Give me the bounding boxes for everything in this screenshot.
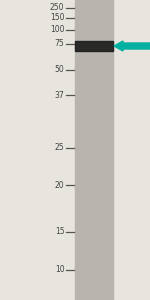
Text: 150: 150 <box>50 14 64 22</box>
Bar <box>75 0 112 300</box>
FancyArrow shape <box>114 41 150 51</box>
Text: 10: 10 <box>55 266 64 274</box>
Bar <box>75 41 112 51</box>
Text: 75: 75 <box>55 40 64 49</box>
Text: 15: 15 <box>55 227 64 236</box>
Text: 37: 37 <box>55 91 64 100</box>
Text: 20: 20 <box>55 181 64 190</box>
Text: 100: 100 <box>50 26 64 34</box>
Text: 25: 25 <box>55 143 64 152</box>
Text: 50: 50 <box>55 65 64 74</box>
Text: 250: 250 <box>50 4 64 13</box>
